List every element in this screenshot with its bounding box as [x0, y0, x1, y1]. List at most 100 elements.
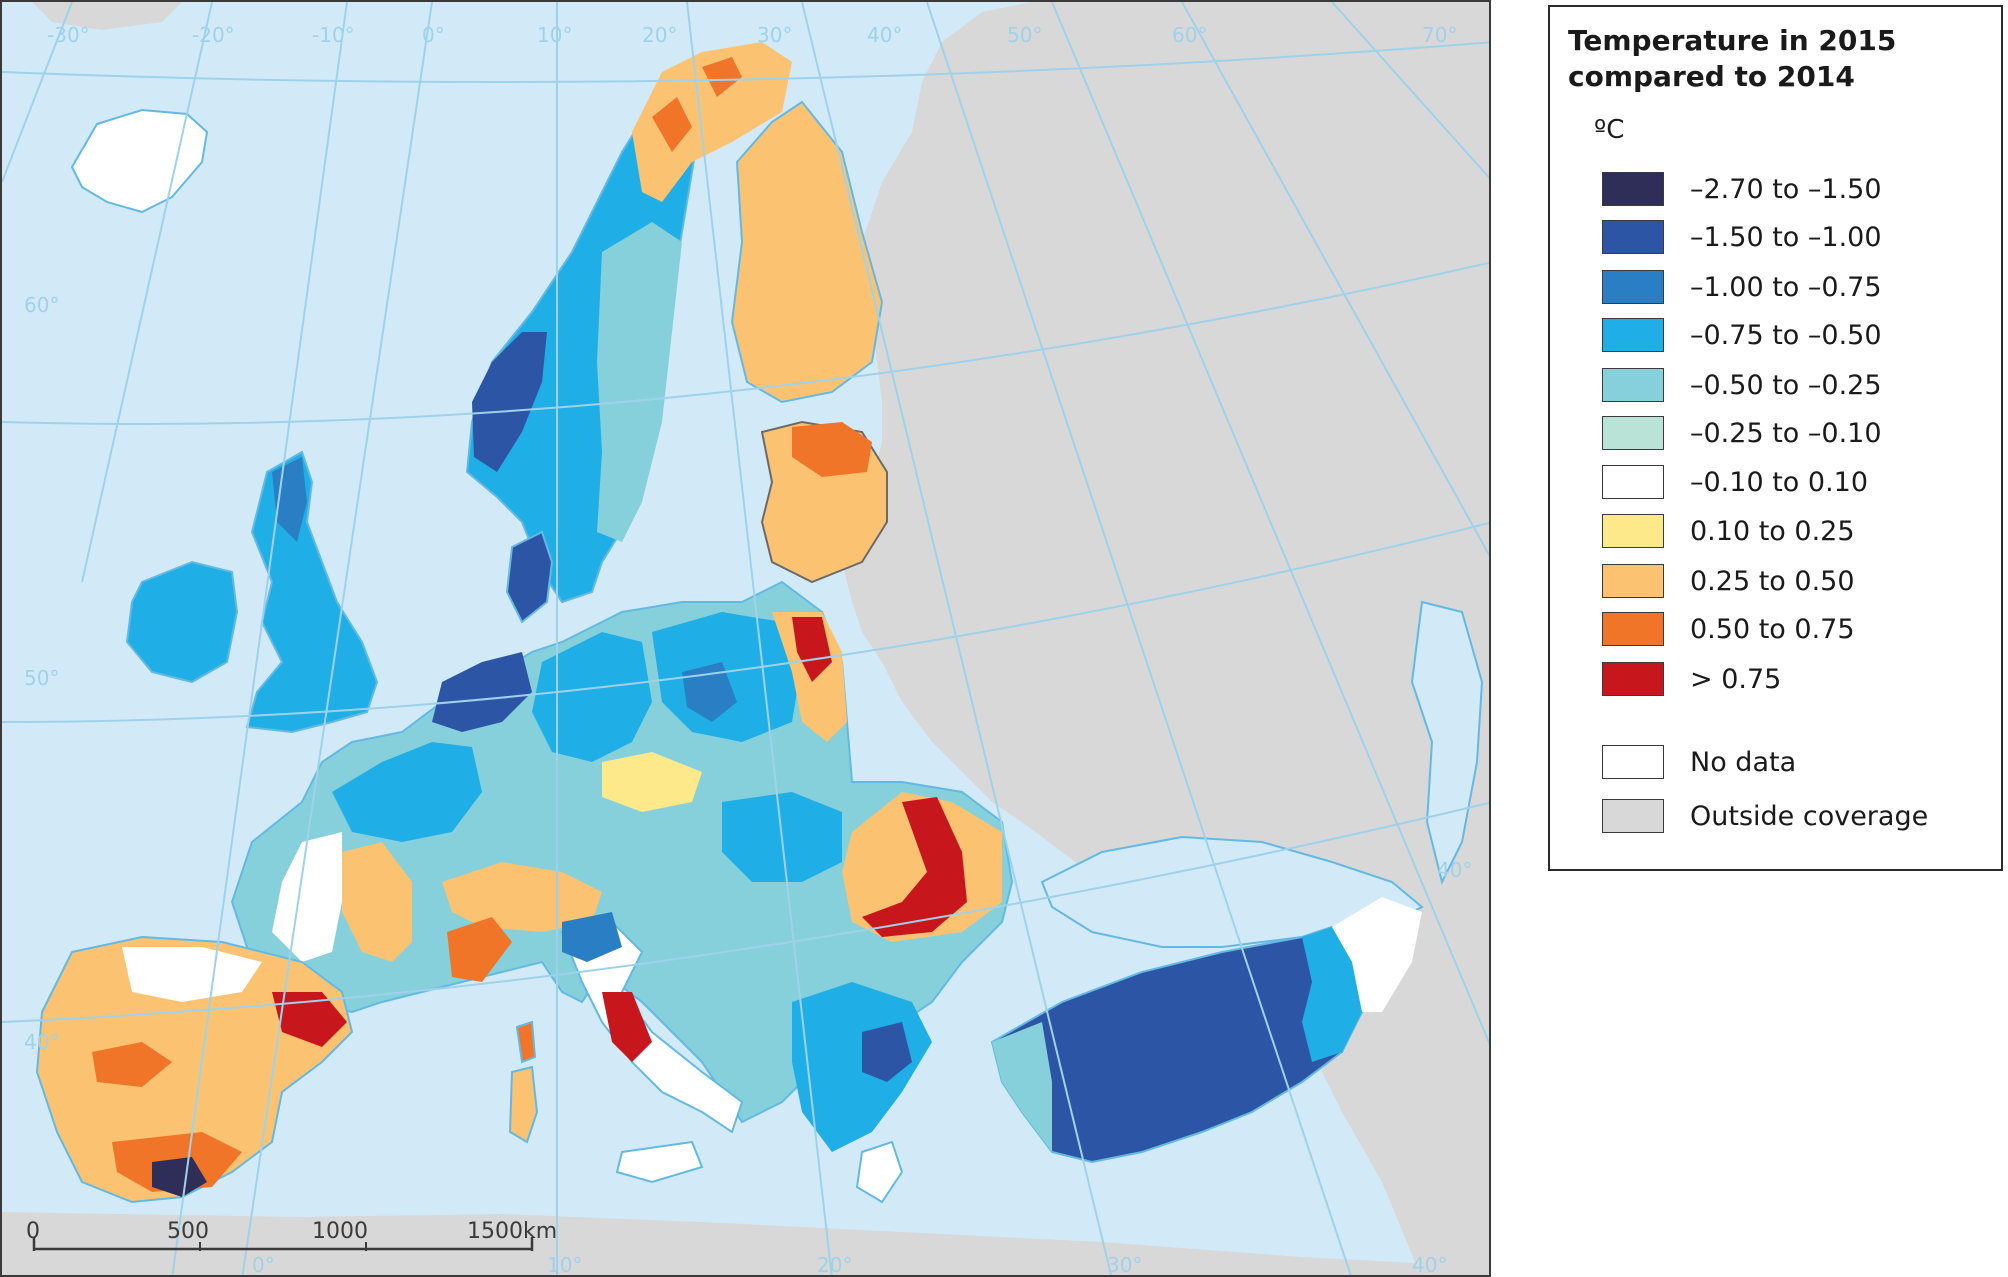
- graticule-label: 50°: [1007, 23, 1042, 47]
- france-central-warm: [342, 842, 412, 962]
- legend-item: No data: [1602, 745, 1796, 779]
- legend-swatch: [1602, 514, 1664, 548]
- sardinia: [508, 1065, 539, 1144]
- benelux-cold: [432, 652, 532, 732]
- graticule-label: 70°: [1422, 23, 1457, 47]
- scale-label: 500: [167, 1219, 209, 1244]
- legend-label: > 0.75: [1690, 663, 1782, 695]
- legend: Temperature in 2015 compared to 2014 ºC …: [1548, 5, 2003, 871]
- turkey: [990, 925, 1364, 1164]
- legend-label: –0.75 to –0.50: [1690, 319, 1882, 351]
- graticule-label: -30°: [47, 23, 90, 47]
- lapland-warm: [632, 42, 792, 202]
- scale-label: 0: [26, 1219, 40, 1244]
- legend-label: Outside coverage: [1690, 800, 1929, 832]
- iberia-catalonia-hot: [272, 992, 347, 1047]
- legend-swatch: [1602, 172, 1664, 206]
- graticule-label: 60°: [1172, 23, 1207, 47]
- legend-item: –1.50 to –1.00: [1602, 220, 1882, 254]
- graticule-label: 30°: [1107, 1253, 1142, 1277]
- graticule-label: 40°: [1412, 1253, 1447, 1277]
- legend-item: 0.10 to 0.25: [1602, 514, 1855, 548]
- graticule-label: 10°: [537, 23, 572, 47]
- romania-hot: [862, 797, 967, 937]
- scale-label: 1000: [312, 1219, 368, 1244]
- legend-swatch: [1602, 270, 1664, 304]
- sweden-cool: [597, 222, 682, 542]
- poland-east-hot: [792, 617, 832, 682]
- legend-label: No data: [1690, 746, 1797, 778]
- alps-hot: [447, 917, 512, 982]
- legend-item: 0.25 to 0.50: [1602, 564, 1855, 598]
- norway-cold-core: [472, 332, 547, 472]
- graticule-labels-bottom: 0° 10° 20° 30° 40°: [252, 1253, 1447, 1277]
- graticule-label: 40°: [1437, 858, 1472, 882]
- map-panel[interactable]: -30° -20° -10° 0° 10° 20° 30° 40° 50° 60…: [0, 0, 1491, 1277]
- legend-swatch: [1602, 745, 1664, 779]
- legend-unit: ºC: [1594, 115, 1625, 145]
- legend-item: –0.50 to –0.25: [1602, 368, 1882, 402]
- france-north-blue: [332, 742, 482, 842]
- italy-central-hot: [602, 992, 652, 1062]
- greece-cold-core: [862, 1022, 912, 1082]
- iberia-north-white: [122, 947, 262, 1002]
- france-white: [272, 832, 342, 962]
- czech-warm: [602, 752, 702, 812]
- graticule-labels-top: -30° -20° -10° 0° 10° 20° 30° 40° 50° 60…: [47, 23, 1457, 47]
- legend-swatch: [1602, 612, 1664, 646]
- graticule-label: 60°: [24, 293, 59, 317]
- corsica: [515, 1020, 537, 1064]
- estonia-warm: [792, 422, 872, 477]
- legend-item: –2.70 to –1.50: [1602, 172, 1882, 206]
- outside-coverage-africa: [2, 1212, 1489, 1275]
- legend-swatch: [1602, 368, 1664, 402]
- caspian-sea: [1410, 600, 1484, 885]
- legend-swatch: [1602, 564, 1664, 598]
- legend-title: Temperature in 2015 compared to 2014: [1568, 24, 1897, 93]
- legend-item: > 0.75: [1602, 662, 1781, 696]
- legend-item: –0.25 to –0.10: [1602, 416, 1882, 450]
- legend-label: –2.70 to –1.50: [1690, 173, 1882, 205]
- greece-islands: [855, 1140, 904, 1204]
- ireland: [125, 560, 239, 684]
- graticule-label: 20°: [817, 1253, 852, 1277]
- legend-item: Outside coverage: [1602, 799, 1928, 833]
- graticule-labels-right: 40°: [1437, 858, 1472, 882]
- germany-blue: [532, 632, 652, 762]
- legend-item: –0.75 to –0.50: [1602, 318, 1882, 352]
- caucasus-no-data: [1332, 897, 1422, 1012]
- italy: [560, 920, 744, 1134]
- legend-label: 0.10 to 0.25: [1690, 515, 1855, 547]
- graticule-label: 40°: [867, 23, 902, 47]
- iberia-central-orange: [92, 1042, 172, 1087]
- legend-swatch: [1602, 662, 1664, 696]
- graticule: [2, 2, 1489, 1275]
- turkey-west-edge: [992, 1022, 1052, 1152]
- legend-label: –0.10 to 0.10: [1690, 466, 1869, 498]
- legend-swatch: [1602, 799, 1664, 833]
- legend-item: –0.10 to 0.10: [1602, 465, 1868, 499]
- legend-label: 0.50 to 0.75: [1690, 613, 1855, 645]
- graticule-label: 10°: [547, 1253, 582, 1277]
- finland: [730, 100, 884, 404]
- iberia-south-cold: [152, 1157, 207, 1197]
- legend-swatch: [1602, 416, 1664, 450]
- legend-label: –0.25 to –0.10: [1690, 417, 1882, 449]
- legend-swatch: [1602, 465, 1664, 499]
- graticule-label: 40°: [24, 1030, 59, 1054]
- graticule-label: 0°: [252, 1253, 275, 1277]
- graticule-label: -10°: [312, 23, 355, 47]
- graticule-label: 0°: [422, 23, 445, 47]
- iceland: [70, 108, 209, 214]
- legend-item: 0.50 to 0.75: [1602, 612, 1855, 646]
- legend-label: –0.50 to –0.25: [1690, 369, 1882, 401]
- graticule-labels-left: 60° 50° 40°: [24, 293, 59, 1054]
- graticule-label: 30°: [757, 23, 792, 47]
- graticule-label: 20°: [642, 23, 677, 47]
- sicily: [615, 1140, 704, 1184]
- legend-item: –1.00 to –0.75: [1602, 270, 1882, 304]
- legend-label: 0.25 to 0.50: [1690, 565, 1855, 597]
- alps-warm: [442, 862, 602, 932]
- legend-swatch: [1602, 318, 1664, 352]
- legend-label: –1.00 to –0.75: [1690, 271, 1882, 303]
